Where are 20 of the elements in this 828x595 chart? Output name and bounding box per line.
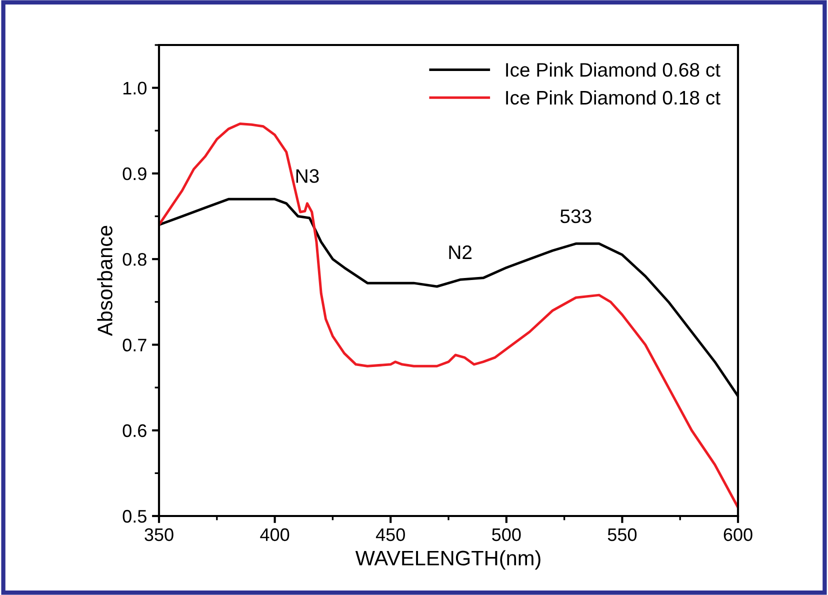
y-tick-label: 1.0	[123, 82, 146, 95]
y-tick-label: 0.6	[122, 424, 146, 438]
y-tick-label: 0.9	[122, 167, 146, 180]
x-tick-label: 450	[376, 528, 405, 542]
line-series	[159, 122, 738, 509]
y-tick-label: 0.8	[122, 253, 146, 266]
annotation: N3	[296, 169, 319, 183]
y-tick-label: 0.7	[122, 338, 146, 352]
x-tick-label: 350	[144, 528, 174, 542]
x-tick-label: 400	[260, 528, 290, 542]
x-tick-label: 500	[492, 528, 521, 542]
y-axis-title: Absorbance	[97, 226, 112, 336]
annotation: 533	[560, 209, 592, 224]
x-tick-label: 550	[608, 528, 637, 542]
x-tick-label: 600	[724, 528, 752, 542]
legend-label: Ice Pink Diamond 0.68 ct	[506, 62, 720, 77]
legend-label: Ice Pink Diamond 0.18 ct	[506, 90, 720, 105]
y-tick-label: 0.5	[122, 510, 146, 523]
annotation: N2	[449, 245, 472, 259]
x-axis-title: WAVELENGTH(nm)	[355, 550, 540, 570]
